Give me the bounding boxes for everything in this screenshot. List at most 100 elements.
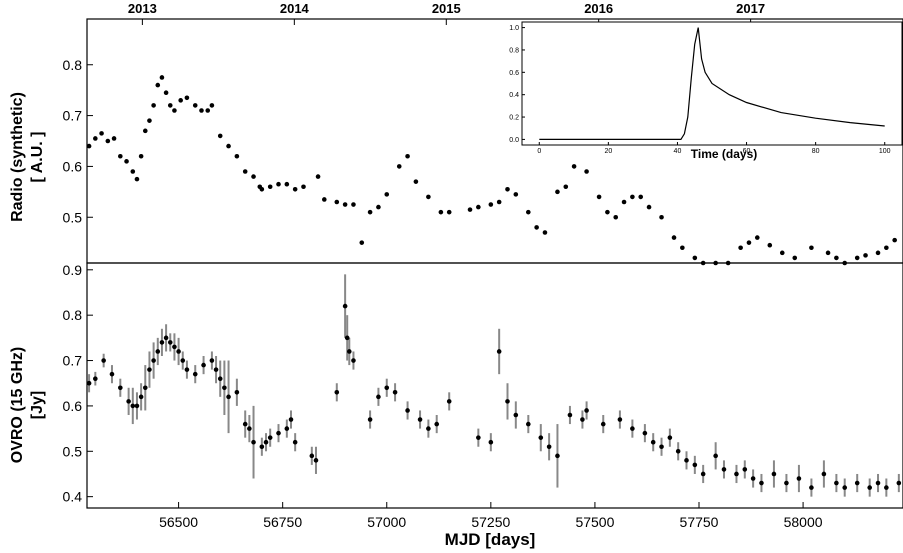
bottom-data-point: [546, 444, 552, 450]
inset-y-tick-label: 0.2: [509, 115, 519, 122]
bottom-data-point: [222, 385, 227, 391]
top-data-point: [809, 245, 814, 251]
bottom-data-point: [226, 394, 231, 400]
top-data-point: [138, 153, 144, 159]
inset-y-tick-label: 0.4: [509, 92, 519, 99]
bottom-data-point: [526, 421, 531, 427]
bottom-data-point: [496, 349, 502, 354]
top-data-point: [99, 131, 104, 136]
bottom-data-point: [750, 476, 756, 481]
bottom-data-point: [342, 303, 348, 309]
bottom-data-point: [86, 380, 92, 386]
bottom-data-point: [630, 426, 635, 431]
inset-x-axis-label: Time (days): [691, 147, 757, 161]
bottom-data-point: [555, 453, 560, 459]
top-data-point: [159, 75, 165, 80]
bottom-data-point: [834, 480, 839, 486]
bottom-data-point: [267, 435, 273, 440]
bottom-data-point: [884, 485, 889, 490]
top-data-point: [875, 250, 881, 256]
bottom-data-point: [247, 426, 252, 431]
bottom-y-tick-label: 0.4: [63, 489, 83, 505]
top-data-point: [226, 143, 231, 149]
bottom-data-point: [854, 480, 860, 486]
bottom-x-tick-label: 57250: [471, 514, 510, 530]
bottom-data-point: [142, 385, 148, 391]
bottom-data-point: [538, 435, 544, 440]
bottom-data-point: [796, 476, 802, 481]
top-data-point: [863, 253, 868, 258]
top-data-point: [438, 209, 444, 215]
bottom-data-point: [93, 376, 98, 381]
bottom-y-tick-label: 0.6: [63, 398, 83, 414]
bottom-data-point: [138, 394, 144, 400]
top-data-point: [351, 202, 356, 207]
inset-light-curve: [539, 27, 885, 140]
top-data-point: [359, 240, 365, 245]
bottom-data-point: [384, 385, 390, 391]
bottom-data-point: [667, 435, 673, 440]
top-data-point: [251, 174, 256, 179]
bottom-data-point: [642, 430, 648, 436]
top-data-point: [259, 186, 265, 192]
bottom-data-point: [867, 485, 872, 490]
bottom-data-point: [392, 390, 398, 395]
top-data-point: [111, 136, 117, 141]
top-data-point: [284, 181, 290, 187]
top-data-point: [376, 204, 381, 210]
inset-x-tick-label: 0: [537, 148, 541, 155]
top-data-point: [118, 153, 123, 159]
top-data-point: [496, 199, 502, 205]
bottom-data-point: [488, 439, 494, 445]
bottom-data-point: [734, 471, 739, 477]
top-data-point: [671, 235, 677, 240]
top-year-label: 2015: [432, 1, 461, 16]
top-data-point: [767, 242, 773, 248]
top-y-tick-label: 0.8: [63, 57, 83, 73]
top-data-point: [526, 209, 531, 215]
top-data-point: [621, 199, 627, 205]
bottom-data-point: [288, 417, 294, 422]
top-data-point: [426, 194, 431, 200]
bottom-data-point: [176, 349, 181, 354]
bottom-data-point: [784, 480, 789, 486]
top-data-point: [163, 90, 169, 96]
top-data-point: [476, 204, 481, 210]
bottom-data-point: [405, 408, 410, 413]
bottom-data-point: [700, 471, 706, 477]
bottom-x-tick-label: 58000: [784, 514, 823, 530]
top-data-point: [209, 103, 215, 108]
top-data-point: [754, 235, 760, 240]
bottom-data-point: [134, 403, 140, 409]
top-data-point: [659, 214, 664, 220]
top-data-point: [217, 133, 223, 139]
bottom-data-point: [580, 417, 585, 422]
top-data-point: [555, 189, 560, 195]
bottom-data-point: [721, 467, 727, 472]
bottom-data-point: [346, 349, 352, 354]
top-data-point: [292, 186, 298, 192]
bottom-data-point: [426, 426, 431, 431]
bottom-data-point: [692, 462, 698, 468]
bottom-data-point: [875, 480, 881, 486]
top-data-point: [534, 225, 539, 230]
top-data-point: [242, 169, 248, 174]
inset-x-tick-label: 100: [879, 148, 891, 155]
top-data-point: [276, 181, 281, 187]
top-data-point: [630, 194, 635, 200]
bottom-data-point: [209, 358, 215, 363]
top-data-point: [405, 153, 410, 159]
top-data-point: [105, 138, 111, 144]
top-year-label: 2014: [280, 1, 310, 16]
top-data-point: [334, 199, 340, 205]
bottom-data-point: [159, 340, 165, 345]
bottom-data-point: [126, 399, 131, 404]
bottom-x-tick-label: 57500: [575, 514, 614, 530]
bottom-data-point: [130, 403, 136, 409]
bottom-data-point: [584, 408, 589, 413]
top-data-point: [199, 108, 204, 113]
top-year-label: 2016: [584, 1, 613, 16]
bottom-data-point: [821, 471, 827, 477]
bottom-y-tick-label: 0.7: [63, 353, 83, 369]
bottom-data-point: [192, 371, 198, 377]
